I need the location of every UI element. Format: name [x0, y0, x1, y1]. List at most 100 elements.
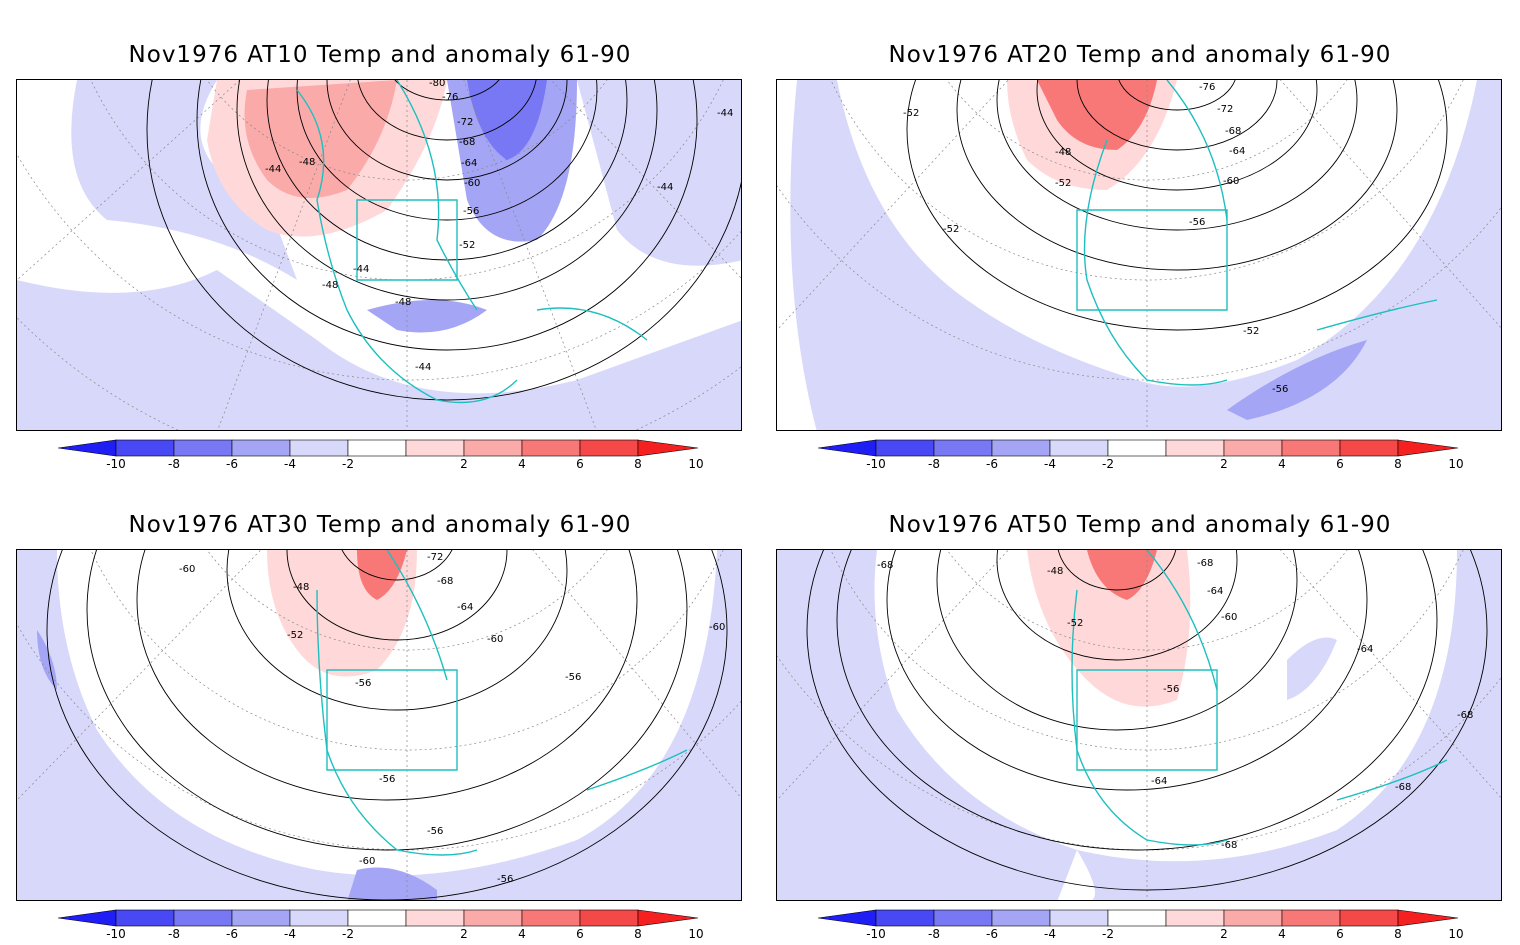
- contour-label: -60: [464, 178, 480, 189]
- contour-label: -60: [709, 622, 725, 633]
- colorbar-arrow-right: [637, 439, 699, 457]
- colorbar-tick-label: 6: [1336, 927, 1344, 941]
- colorbar-tick-label: 4: [518, 927, 526, 941]
- contour-label: -68: [437, 576, 453, 587]
- colorbar-tick-label: -4: [284, 927, 296, 941]
- colorbar-swatch: [463, 439, 523, 457]
- map-area: -80 -76 -72 -68 -64 -60 -56 -52 -48 -44 …: [16, 79, 742, 431]
- colorbar-swatch: [875, 909, 935, 927]
- colorbar-svg: -10 -8 -6 -4 -2 2 4 6 8 10: [817, 909, 1464, 941]
- colorbar-tick-label: 8: [1394, 457, 1402, 471]
- panel-title: Nov1976 AT10 Temp and anomaly 61-90: [128, 42, 632, 68]
- colorbar-tick-label: 10: [1448, 927, 1463, 941]
- panel-title: Nov1976 AT20 Temp and anomaly 61-90: [888, 42, 1392, 68]
- colorbar-tick-label: -6: [226, 457, 238, 471]
- colorbar-swatch: [1107, 909, 1167, 927]
- contour-label: -64: [1151, 776, 1167, 787]
- colorbar: -10 -8 -6 -4 -2 2 4 6 8 10: [57, 907, 708, 945]
- colorbar-tick-label: 6: [576, 457, 584, 471]
- contour-label: -64: [1207, 586, 1223, 597]
- contour-label: -44: [717, 108, 733, 119]
- colorbar-swatch: [1223, 439, 1283, 457]
- contour-label: -76: [442, 92, 458, 103]
- colorbar-swatch: [1165, 909, 1225, 927]
- contour-label: -48: [395, 297, 411, 308]
- colorbar-swatch: [289, 909, 349, 927]
- contour-label: -64: [461, 158, 477, 169]
- contour-label: -44: [415, 362, 431, 373]
- colorbar-arrow-right: [1397, 439, 1459, 457]
- contour-label: -48: [1047, 566, 1063, 577]
- contour-label: -52: [1243, 326, 1259, 337]
- colorbar-tick-label: 2: [1220, 927, 1228, 941]
- colorbar-svg: -10 -8 -6 -4 -2 2 4 6 8 10: [817, 439, 1464, 471]
- map-area: -68 -68 -64 -60 -56 -52 -48 -64 -68 -64 …: [776, 549, 1502, 901]
- colorbar-tick-label: 10: [688, 927, 703, 941]
- colorbar-tick-label: -2: [342, 457, 354, 471]
- colorbar-tick-label: -8: [928, 927, 940, 941]
- colorbar-arrow-right: [1397, 909, 1459, 927]
- colorbar-swatch: [405, 439, 465, 457]
- contour-label: -48: [322, 280, 338, 291]
- contour-label: -72: [1217, 104, 1233, 115]
- colorbar-tick-label: -6: [986, 927, 998, 941]
- panel-at10: Nov1976 AT10 Temp and anomaly 61-90: [0, 0, 760, 471]
- colorbar-swatch: [579, 439, 639, 457]
- contour-label: -56: [1163, 684, 1179, 695]
- colorbar-svg: -10 -8 -6 -4 -2 2 4 6 8 10: [57, 909, 704, 941]
- contour-label: -48: [1055, 147, 1071, 158]
- colorbar-tick-label: -4: [1044, 457, 1056, 471]
- contour-label: -48: [293, 582, 309, 593]
- colorbar-arrow-right: [637, 909, 699, 927]
- contour-label: -56: [427, 826, 443, 837]
- colorbar-swatch: [231, 909, 291, 927]
- colorbar: -10 -8 -6 -4 -2 2 4 6 8 10: [57, 437, 708, 475]
- contour-label: -68: [877, 560, 893, 571]
- contour-label: -56: [497, 874, 513, 885]
- colorbar-swatch: [231, 439, 291, 457]
- colorbar-swatch: [1223, 909, 1283, 927]
- contour-label: -60: [1221, 612, 1237, 623]
- contour-label: -68: [1225, 126, 1241, 137]
- colorbar-tick-label: -2: [1102, 457, 1114, 471]
- colorbar-tick-label: -10: [866, 457, 886, 471]
- colorbar-tick-label: -4: [284, 457, 296, 471]
- colorbar-arrow-left: [817, 909, 877, 927]
- contour-label: -56: [1189, 217, 1205, 228]
- colorbar-swatch: [173, 439, 233, 457]
- colorbar-swatch: [463, 909, 523, 927]
- contour-label: -68: [1221, 840, 1237, 851]
- map-area: -76 -72 -68 -64 -60 -56 -52 -52 -52 -48 …: [776, 79, 1502, 431]
- contour-label: -64: [457, 602, 473, 613]
- colorbar-swatch: [1049, 909, 1109, 927]
- contour-label: -48: [299, 157, 315, 168]
- contour-label: -68: [1395, 782, 1411, 793]
- colorbar-swatch: [933, 439, 993, 457]
- contour-label: -68: [1197, 558, 1213, 569]
- contour-label: -44: [353, 264, 369, 275]
- contour-label: -52: [287, 630, 303, 641]
- contour-label: -80: [429, 80, 445, 89]
- panel-at50: Nov1976 AT50 Temp and anomaly 61-90: [760, 470, 1520, 941]
- colorbar-tick-label: -2: [1102, 927, 1114, 941]
- colorbar-tick-label: -10: [106, 927, 126, 941]
- colorbar-tick-label: -10: [866, 927, 886, 941]
- colorbar-tick-label: 6: [1336, 457, 1344, 471]
- colorbar-swatch: [115, 909, 175, 927]
- contour-label: -56: [355, 678, 371, 689]
- panel-title: Nov1976 AT50 Temp and anomaly 61-90: [888, 512, 1392, 538]
- colorbar-swatch: [405, 909, 465, 927]
- contour-label: -64: [1229, 146, 1245, 157]
- contour-label: -56: [463, 206, 479, 217]
- map-svg: -72 -68 -64 -60 -60 -60 -56 -56 -56 -56 …: [17, 550, 741, 900]
- colorbar-arrow-left: [57, 439, 117, 457]
- contour-label: -52: [459, 240, 475, 251]
- colorbar-swatch: [1339, 439, 1399, 457]
- contour-label: -60: [359, 856, 375, 867]
- colorbar-swatch: [347, 909, 407, 927]
- contour-label: -72: [427, 552, 443, 563]
- colorbar-swatch: [1107, 439, 1167, 457]
- map-svg: -80 -76 -72 -68 -64 -60 -56 -52 -48 -44 …: [17, 80, 741, 430]
- map-svg: -76 -72 -68 -64 -60 -56 -52 -52 -52 -48 …: [777, 80, 1501, 430]
- colorbar: -10 -8 -6 -4 -2 2 4 6 8 10: [817, 437, 1468, 475]
